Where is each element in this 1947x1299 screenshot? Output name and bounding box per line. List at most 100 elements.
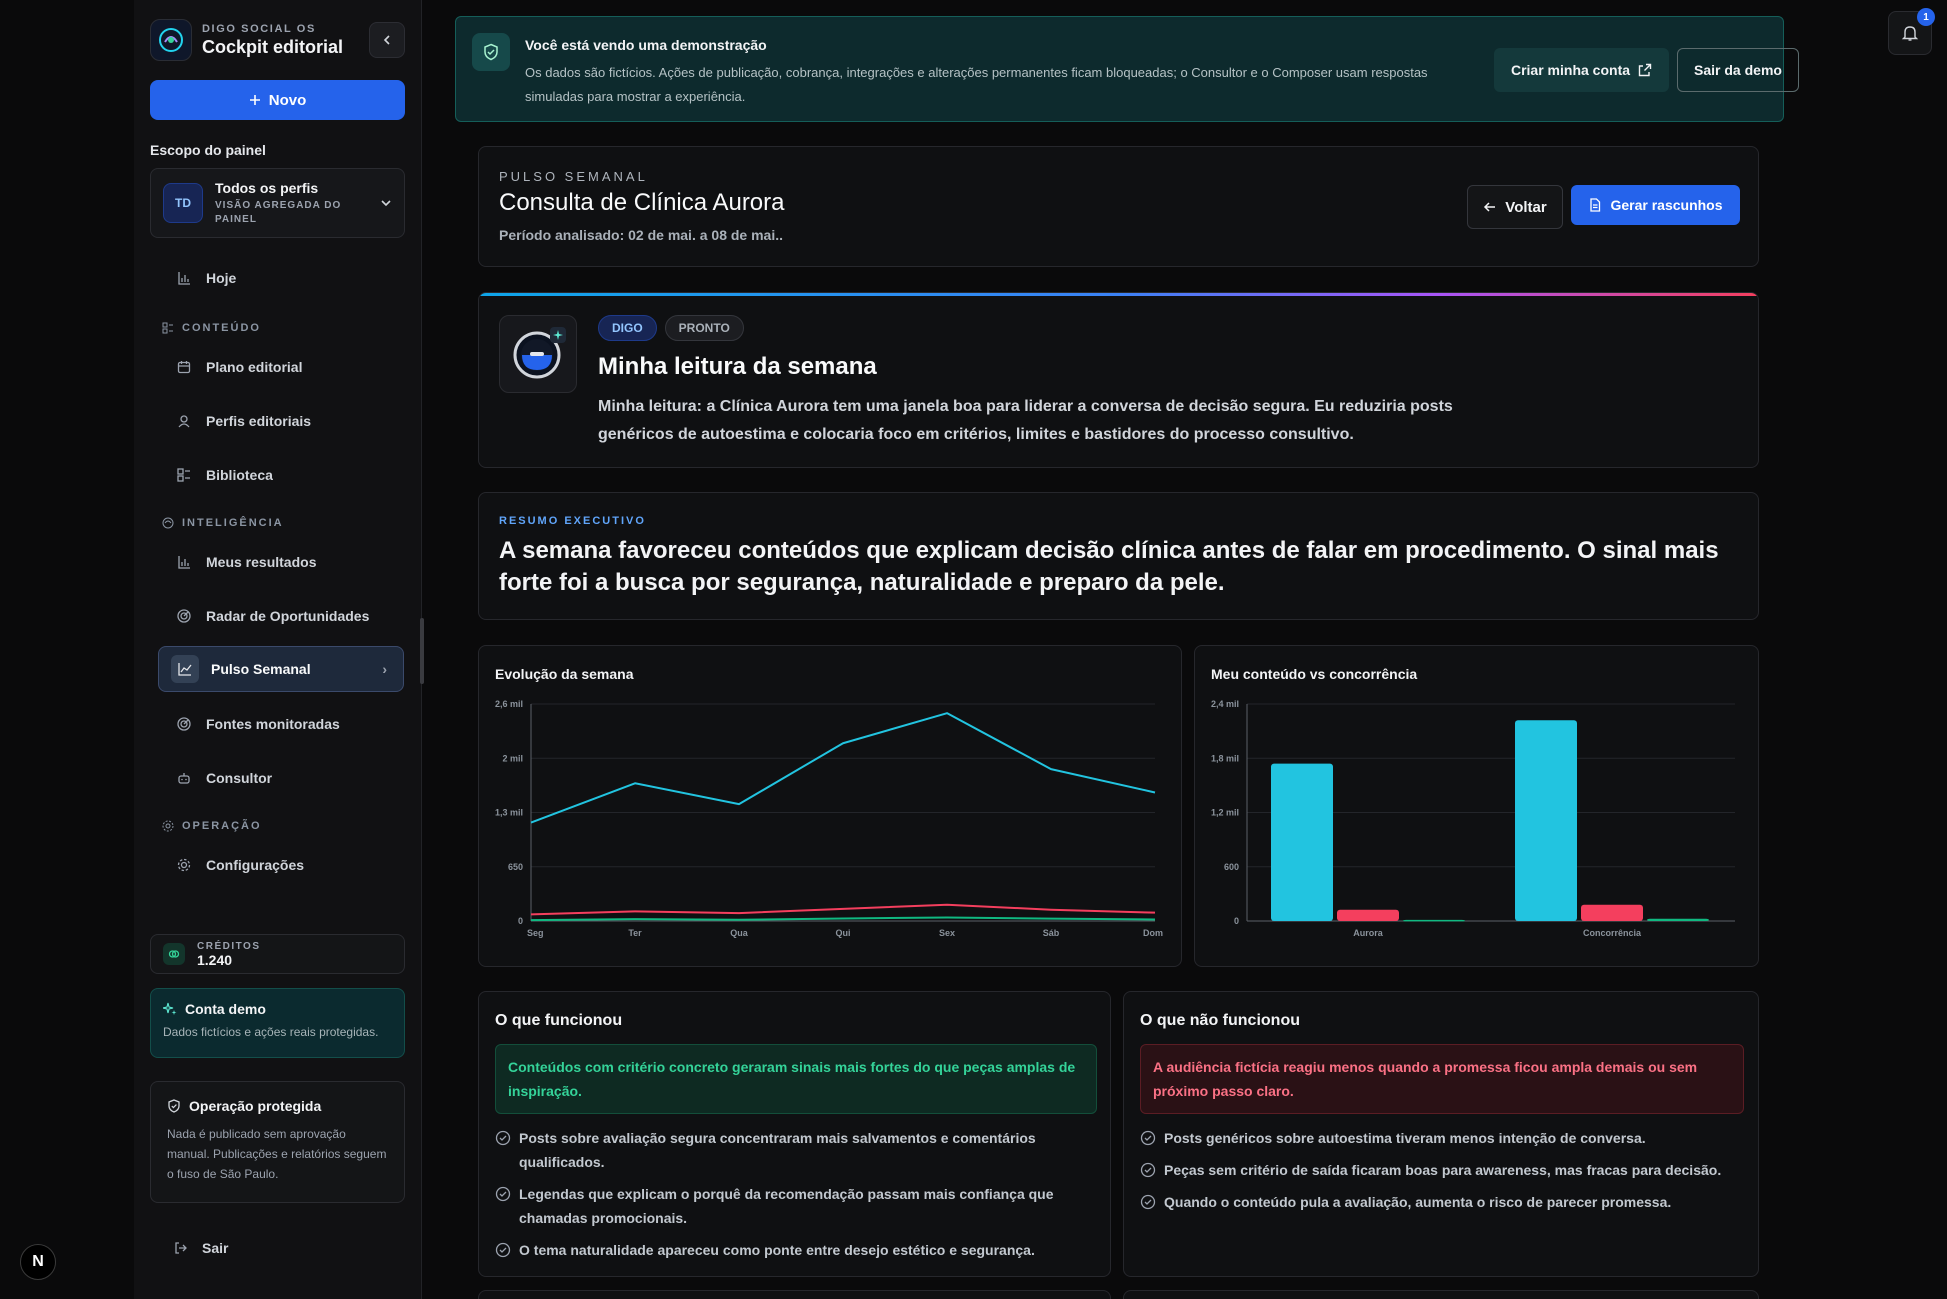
what-did-not-work-card: O que não funcionou A audiência fictícia… xyxy=(1123,991,1759,1277)
check-circle-icon xyxy=(1140,1162,1156,1178)
main-content: Você está vendo uma demonstração Os dado… xyxy=(423,0,1947,1299)
list-item: Posts sobre avaliação segura concentrara… xyxy=(495,1126,1075,1174)
bar-aurora-2 xyxy=(1403,919,1465,922)
what-did-not-work-list: Posts genéricos sobre autoestima tiveram… xyxy=(1140,1126,1740,1222)
demo-account-text: Dados fictícios e ações reais protegidas… xyxy=(163,1025,379,1039)
summary-eyebrow: RESUMO EXECUTIVO xyxy=(499,515,646,527)
y-tick-label: 600 xyxy=(1224,862,1239,872)
y-tick-label: 1,8 mil xyxy=(1211,753,1239,763)
y-tick-label: 650 xyxy=(508,862,523,872)
generate-drafts-label: Gerar rascunhos xyxy=(1610,197,1723,213)
y-tick-label: 2 mil xyxy=(502,753,523,763)
layout-icon xyxy=(162,322,173,334)
next-card-right xyxy=(1123,1290,1759,1299)
gear-icon xyxy=(176,857,192,873)
grid-icon xyxy=(176,467,192,483)
file-text-icon xyxy=(1590,198,1601,212)
notifications-count-badge: 1 xyxy=(1917,8,1935,26)
series-line-1 xyxy=(530,903,1156,916)
executive-summary-card: RESUMO EXECUTIVO A semana favoreceu cont… xyxy=(478,492,1759,620)
back-button[interactable]: Voltar xyxy=(1467,185,1563,229)
demo-banner: Você está vendo uma demonstração Os dado… xyxy=(455,16,1799,122)
brand-subtitle: DIGO SOCIAL OS xyxy=(202,22,316,35)
sidebar-item-today[interactable]: Hoje xyxy=(158,255,404,301)
weekly-evolution-chart: Evolução da semana 0 650 1,3 mil 2 mil 2,6 m… xyxy=(478,645,1182,967)
x-tick-label: Concorrência xyxy=(1583,928,1642,938)
sidebar-item-library[interactable]: Biblioteca xyxy=(158,452,404,498)
demo-account-card: Conta demo Dados fictícios e ações reais… xyxy=(150,988,405,1058)
brain-icon xyxy=(162,517,174,529)
sidebar-item-editorial-profiles[interactable]: Perfis editoriais xyxy=(158,398,404,444)
sidebar-item-weekly-pulse[interactable]: Pulso Semanal › xyxy=(158,646,404,692)
sidebar-scrollbar[interactable] xyxy=(420,618,424,684)
x-tick-label: Qua xyxy=(730,928,748,938)
sidebar-item-opportunity-radar[interactable]: Radar de Oportunidades xyxy=(158,593,404,639)
summary-text: A semana favoreceu conteúdos que explica… xyxy=(499,537,1719,596)
sidebar-item-editorial-plan[interactable]: Plano editorial xyxy=(158,344,404,390)
y-tick-label: 0 xyxy=(1234,916,1239,926)
plus-icon xyxy=(249,95,260,105)
section-content: CONTEÚDO xyxy=(162,322,261,334)
shield-icon xyxy=(168,1099,180,1113)
next-card-left xyxy=(478,1290,1111,1299)
line-chart-icon xyxy=(171,655,199,683)
check-circle-icon xyxy=(495,1130,511,1146)
section-operation: OPERAÇÃO xyxy=(162,820,262,832)
scope-selector[interactable]: TD Todos os perfis VISÃO AGREGADA DO PAI… xyxy=(150,168,405,238)
demo-account-title: Conta demo xyxy=(185,1001,266,1017)
y-tick-label: 2,4 mil xyxy=(1211,699,1239,709)
external-link-icon xyxy=(1638,63,1652,77)
chevron-right-icon: › xyxy=(382,661,387,677)
collapse-sidebar-button[interactable] xyxy=(369,22,405,58)
x-tick-label: Seg xyxy=(527,928,544,938)
sidebar: DIGO SOCIAL OS Cockpit editorial Novo Es… xyxy=(134,0,424,1299)
competition-chart: Meu conteúdo vs concorrência 0 600 1,2 mil… xyxy=(1194,645,1759,967)
analysis-period: Período analisado: 02 de mai. a 08 de ma… xyxy=(499,227,783,243)
page-header: PULSO SEMANAL Consulta de Clínica Aurora… xyxy=(478,146,1759,267)
brand: DIGO SOCIAL OS Cockpit editorial xyxy=(150,19,343,61)
scope-subtitle: VISÃO AGREGADA DO PAINEL xyxy=(215,199,342,225)
reading-title: Minha leitura da semana xyxy=(598,353,877,380)
bar-aurora-1 xyxy=(1337,909,1399,921)
reading-text: Minha leitura: a Clínica Aurora tem uma … xyxy=(598,398,1453,443)
y-tick-label: 2,6 mil xyxy=(495,699,523,709)
sidebar-item-settings[interactable]: Configurações xyxy=(158,842,404,888)
demo-banner-text: Os dados são fictícios. Ações de publica… xyxy=(525,65,1428,104)
x-tick-label: Sex xyxy=(939,928,955,938)
sidebar-item-monitored-sources[interactable]: Fontes monitoradas xyxy=(158,701,404,747)
check-circle-icon xyxy=(495,1186,511,1202)
y-tick-label: 1,3 mil xyxy=(495,808,523,818)
sidebar-item-my-results[interactable]: Meus resultados xyxy=(158,539,404,585)
brand-title: Cockpit editorial xyxy=(202,36,344,57)
list-item: Legendas que explicam o porquê da recome… xyxy=(495,1182,1075,1230)
x-tick-label: Dom xyxy=(1143,928,1163,938)
user-icon xyxy=(176,413,192,429)
chevron-left-icon xyxy=(383,35,390,45)
new-button-label: Novo xyxy=(268,91,307,109)
bar-chart-svg: 0 600 1,2 mil 1,8 mil 2,4 mil Aurora Concorrên… xyxy=(1211,699,1735,938)
what-worked-list: Posts sobre avaliação segura concentrara… xyxy=(495,1126,1075,1270)
protected-operation-text: Nada é publicado sem aprovação manual. P… xyxy=(167,1127,387,1181)
demo-banner-title: Você está vendo uma demonstração xyxy=(525,37,767,53)
page-eyebrow: PULSO SEMANAL xyxy=(499,169,648,184)
coins-icon xyxy=(163,943,185,965)
sidebar-item-consultant[interactable]: Consultor xyxy=(158,755,404,801)
sidebar-item-label: Hoje xyxy=(206,270,237,286)
bar-concorrência-1 xyxy=(1581,904,1643,921)
create-account-button[interactable]: Criar minha conta xyxy=(1494,48,1669,92)
dev-tools-badge[interactable]: N xyxy=(20,1244,56,1280)
generate-drafts-button[interactable]: Gerar rascunhos xyxy=(1571,185,1740,225)
logout-label: Sair xyxy=(202,1240,229,1256)
exit-demo-button[interactable]: Sair da demo xyxy=(1677,48,1799,92)
new-button[interactable]: Novo xyxy=(150,80,405,120)
weekly-reading-card: DIGO PRONTO Minha leitura da semana Minh… xyxy=(478,292,1759,468)
bar-concorrência-0 xyxy=(1515,720,1577,921)
what-did-not-work-title: O que não funcionou xyxy=(1140,1012,1300,1029)
logout-button[interactable]: Sair xyxy=(174,1240,228,1256)
what-worked-callout: Conteúdos com critério concreto geraram … xyxy=(495,1044,1097,1114)
what-worked-title: O que funcionou xyxy=(495,1012,623,1029)
sparkles-icon xyxy=(163,1002,177,1015)
notifications-button[interactable]: 1 xyxy=(1888,8,1935,55)
assistant-avatar xyxy=(499,315,577,393)
check-circle-icon xyxy=(1140,1130,1156,1146)
